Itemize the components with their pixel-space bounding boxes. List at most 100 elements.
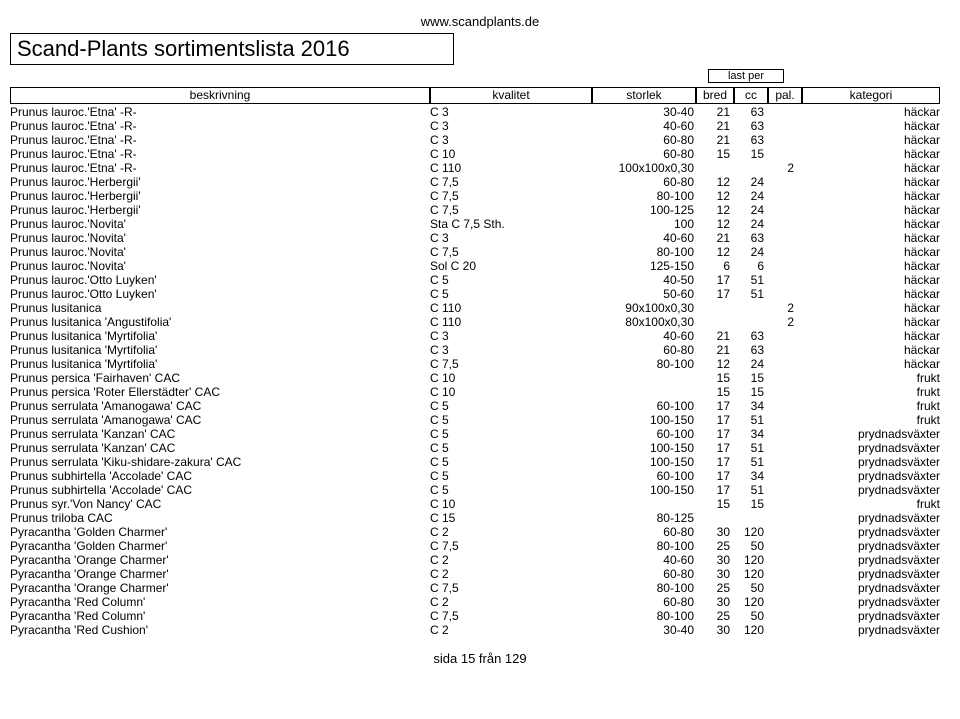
table-row: Prunus lauroc.'Herbergii'C 7,580-1001224… bbox=[10, 189, 950, 203]
cell-stor: 100-150 bbox=[594, 441, 694, 455]
cell-stor: 80-100 bbox=[594, 189, 694, 203]
table-row: Prunus serrulata 'Kanzan' CACC 5100-1501… bbox=[10, 441, 950, 455]
table-row: Prunus subhirtella 'Accolade' CACC 560-1… bbox=[10, 469, 950, 483]
cell-besk: Prunus lauroc.'Etna' -R- bbox=[10, 147, 420, 161]
cell-bred: 17 bbox=[700, 413, 730, 427]
table-row: Pyracantha 'Orange Charmer'C 260-8030120… bbox=[10, 567, 950, 581]
cell-bred: 30 bbox=[700, 525, 730, 539]
cell-kval: C 5 bbox=[430, 273, 550, 287]
cell-bred: 12 bbox=[700, 189, 730, 203]
cell-kat: häckar bbox=[810, 329, 940, 343]
cell-besk: Prunus serrulata 'Amanogawa' CAC bbox=[10, 413, 420, 427]
cell-kat: häckar bbox=[810, 245, 940, 259]
cell-cc: 120 bbox=[734, 623, 764, 637]
table-row: Pyracantha 'Red Column'C 260-8030120pryd… bbox=[10, 595, 950, 609]
cell-cc: 6 bbox=[734, 259, 764, 273]
cell-cc: 24 bbox=[734, 357, 764, 371]
cell-bred: 30 bbox=[700, 623, 730, 637]
cell-kat: prydnadsväxter bbox=[810, 609, 940, 623]
cell-bred: 17 bbox=[700, 427, 730, 441]
table-row: Pyracantha 'Red Column'C 7,580-1002550pr… bbox=[10, 609, 950, 623]
cell-pal: 2 bbox=[770, 161, 794, 175]
cell-stor: 80-125 bbox=[594, 511, 694, 525]
cell-cc: 50 bbox=[734, 539, 764, 553]
cell-besk: Prunus serrulata 'Kanzan' CAC bbox=[10, 427, 420, 441]
cell-kval: C 2 bbox=[430, 595, 550, 609]
cell-cc: 34 bbox=[734, 469, 764, 483]
cell-besk: Prunus subhirtella 'Accolade' CAC bbox=[10, 483, 420, 497]
cell-besk: Pyracantha 'Orange Charmer' bbox=[10, 581, 420, 595]
cell-bred: 17 bbox=[700, 441, 730, 455]
table-row: Prunus lauroc.'Novita'Sta C 7,5 Sth.1001… bbox=[10, 217, 950, 231]
cell-kval: C 10 bbox=[430, 147, 550, 161]
cell-kat: frukt bbox=[810, 399, 940, 413]
cell-kval: C 5 bbox=[430, 287, 550, 301]
cell-bred: 12 bbox=[700, 203, 730, 217]
cell-cc: 34 bbox=[734, 427, 764, 441]
cell-kval: C 5 bbox=[430, 427, 550, 441]
cell-besk: Pyracantha 'Red Cushion' bbox=[10, 623, 420, 637]
table-row: Prunus syr.'Von Nancy' CACC 101515frukt bbox=[10, 497, 950, 511]
table-row: Prunus lauroc.'Etna' -R-C 330-402163häck… bbox=[10, 105, 950, 119]
cell-besk: Prunus persica 'Roter Ellerstädter' CAC bbox=[10, 385, 420, 399]
cell-besk: Prunus lusitanica 'Myrtifolia' bbox=[10, 329, 420, 343]
cell-bred: 17 bbox=[700, 287, 730, 301]
cell-kat: häckar bbox=[810, 175, 940, 189]
cell-besk: Prunus lauroc.'Etna' -R- bbox=[10, 105, 420, 119]
cell-bred: 21 bbox=[700, 231, 730, 245]
cell-besk: Prunus lauroc.'Etna' -R- bbox=[10, 133, 420, 147]
cell-kval: Sol C 20 bbox=[430, 259, 550, 273]
cell-cc: 51 bbox=[734, 483, 764, 497]
cell-kat: häckar bbox=[810, 133, 940, 147]
cell-kval: C 7,5 bbox=[430, 539, 550, 553]
cell-kval: C 5 bbox=[430, 469, 550, 483]
cell-kat: prydnadsväxter bbox=[810, 511, 940, 525]
cell-kat: häckar bbox=[810, 231, 940, 245]
table-row: Prunus lauroc.'Otto Luyken'C 540-501751h… bbox=[10, 273, 950, 287]
cell-kval: C 3 bbox=[430, 329, 550, 343]
cell-kat: frukt bbox=[810, 497, 940, 511]
cell-stor: 60-100 bbox=[594, 399, 694, 413]
cell-kat: häckar bbox=[810, 161, 940, 175]
header-pal: pal. bbox=[768, 87, 802, 104]
table-row: Pyracantha 'Golden Charmer' C 7,5 80-100 25… bbox=[10, 539, 950, 553]
table-row: Prunus lauroc.'Etna' -R-C 1060-801515häc… bbox=[10, 147, 950, 161]
cell-kat: prydnadsväxter bbox=[810, 441, 940, 455]
cell-kat: häckar bbox=[810, 189, 940, 203]
cell-kval: C 5 bbox=[430, 455, 550, 469]
cell-stor: 80x100x0,30 bbox=[594, 315, 694, 329]
cell-kval: C 7,5 bbox=[430, 203, 550, 217]
cell-kat: frukt bbox=[810, 371, 940, 385]
cell-bred: 17 bbox=[700, 483, 730, 497]
table-row: Pyracantha 'Golden Charmer'C 260-8030120… bbox=[10, 525, 950, 539]
cell-stor: 90x100x0,30 bbox=[594, 301, 694, 315]
cell-stor: 100-125 bbox=[594, 203, 694, 217]
cell-kval: C 3 bbox=[430, 133, 550, 147]
table-row: Prunus subhirtella 'Accolade' CACC 5100-… bbox=[10, 483, 950, 497]
cell-kval: C 110 bbox=[430, 301, 550, 315]
cell-bred: 25 bbox=[700, 539, 730, 553]
cell-bred: 21 bbox=[700, 119, 730, 133]
cell-stor: 60-80 bbox=[594, 525, 694, 539]
cell-kat: häckar bbox=[810, 105, 940, 119]
table-row: Pyracantha 'Red Cushion'C 230-4030120pry… bbox=[10, 623, 950, 637]
cell-cc: 120 bbox=[734, 567, 764, 581]
cell-besk: Prunus serrulata 'Kiku-shidare-zakura' C… bbox=[10, 455, 420, 469]
cell-cc: 120 bbox=[734, 553, 764, 567]
cell-besk: Prunus lauroc.'Otto Luyken' bbox=[10, 287, 420, 301]
table-row: Prunus lusitanica 'Myrtifolia'C 340-6021… bbox=[10, 329, 950, 343]
table-row: Prunus serrulata 'Amanogawa' CACC 5100-1… bbox=[10, 413, 950, 427]
table-row: Prunus serrulata 'Kiku-shidare-zakura' C… bbox=[10, 455, 950, 469]
cell-besk: Pyracantha 'Golden Charmer' bbox=[10, 539, 420, 553]
cell-stor: 80-100 bbox=[594, 539, 694, 553]
cell-besk: Prunus triloba CAC bbox=[10, 511, 420, 525]
page-footer: sida 15 från 129 bbox=[10, 651, 950, 666]
cell-besk: Prunus lauroc.'Novita' bbox=[10, 231, 420, 245]
cell-kval: C 110 bbox=[430, 315, 550, 329]
cell-stor: 60-80 bbox=[594, 595, 694, 609]
header-beskrivning: beskrivning bbox=[10, 87, 430, 104]
table-row: Prunus lauroc.'Novita'C 340-602163häckar bbox=[10, 231, 950, 245]
cell-kval: C 10 bbox=[430, 385, 550, 399]
cell-stor: 80-100 bbox=[594, 245, 694, 259]
cell-bred: 21 bbox=[700, 133, 730, 147]
